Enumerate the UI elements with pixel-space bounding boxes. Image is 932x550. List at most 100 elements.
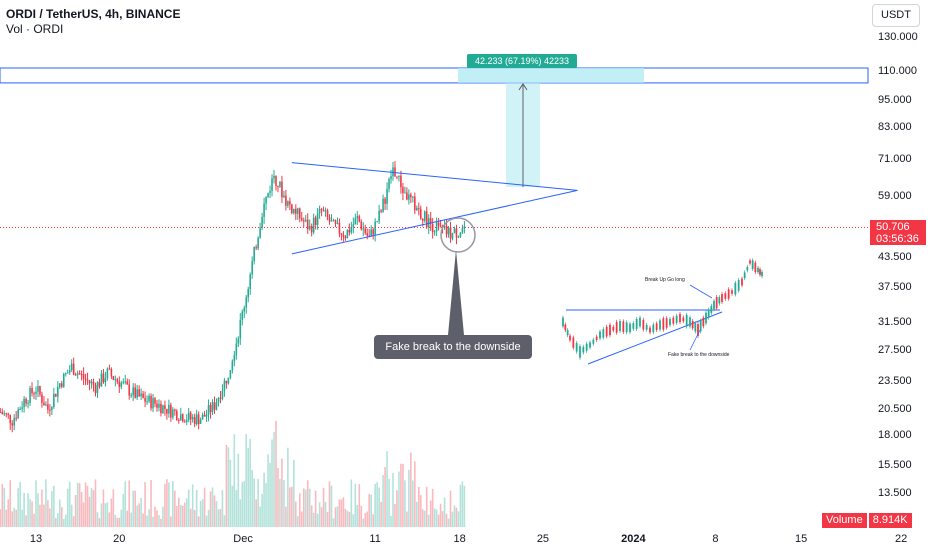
volume-bar [259, 506, 261, 527]
candle-body [368, 235, 370, 237]
volume-bar [417, 486, 420, 527]
candle-body [374, 221, 376, 235]
candle-body [265, 197, 267, 204]
candle-body [297, 208, 299, 214]
inset-candle-body [699, 320, 702, 332]
candle-body [366, 233, 369, 236]
candle-body [197, 414, 200, 424]
volume-bar [114, 514, 117, 527]
candle-body [66, 372, 69, 374]
candle-body [346, 230, 349, 239]
candle-body [72, 363, 75, 375]
currency-button[interactable]: USDT [872, 4, 920, 27]
candle-body [35, 391, 37, 394]
range-highlight [458, 68, 644, 83]
candle-body [158, 403, 160, 408]
inset-candle-body [619, 320, 621, 332]
triangle-upper-line [291, 162, 578, 191]
candle-body [453, 228, 456, 234]
volume-bar [414, 461, 416, 527]
candle-body [295, 208, 297, 214]
volume-bar [59, 499, 61, 527]
inset-candle-body [679, 313, 681, 323]
candle-body [187, 412, 190, 420]
volume-bar [318, 502, 321, 527]
inset-candle-body [731, 290, 733, 294]
inset-candle-body [675, 315, 678, 323]
volume-bar [96, 512, 99, 527]
volume-bar [199, 500, 202, 527]
inset-candle-body [705, 312, 707, 324]
candlesticks [0, 161, 466, 433]
volume-bar [178, 497, 180, 527]
volume-bar [255, 499, 257, 527]
candle-body [382, 198, 384, 212]
candle-body [400, 175, 402, 188]
inset-candle-body [602, 329, 605, 338]
volume-bar [271, 439, 273, 527]
candle-body [362, 228, 365, 230]
inset-candle-body [707, 309, 710, 318]
symbol-title: ORDI / TetherUS, 4h, BINANCE [6, 7, 181, 21]
candle-body [338, 222, 341, 234]
candle-body [191, 417, 194, 420]
candle-body [390, 176, 392, 179]
candle-body [277, 185, 279, 187]
volume-bar [213, 495, 216, 527]
volume-bar [233, 434, 236, 527]
candle-body [64, 373, 67, 375]
inset-note-arrow-2 [689, 329, 701, 351]
candle-body [128, 384, 131, 396]
candle-body [140, 393, 142, 397]
y-tick-label: 37.500 [878, 281, 912, 294]
volume-bar [102, 489, 105, 527]
candle-body [267, 193, 269, 198]
inset-candle-body [585, 343, 588, 351]
inset-note-arrow-1 [689, 284, 713, 299]
candle-body [49, 409, 51, 411]
volume-bar [360, 505, 363, 527]
volume-bar [1, 483, 4, 527]
candle-body [241, 311, 244, 320]
volume-bar [354, 483, 357, 527]
inset-pattern-example [562, 258, 763, 365]
volume-bar [449, 490, 452, 527]
volume-bar [308, 488, 311, 527]
volume-bar [211, 487, 214, 527]
volume-bar [429, 500, 432, 527]
volume-bar [191, 484, 194, 527]
candle-body [84, 378, 87, 380]
candle-body [330, 220, 333, 222]
candle-body [51, 407, 53, 410]
measure-label: 42.233 (67.19%) 42233 [467, 54, 577, 68]
volume-bar [295, 501, 297, 527]
volume-bar [136, 505, 138, 527]
inset-candle-body [694, 323, 697, 332]
candle-body [398, 175, 400, 177]
candle-body [439, 225, 442, 227]
candle-body [98, 382, 101, 387]
candle-body [314, 217, 317, 225]
volume-bar [396, 490, 398, 527]
volume-bar [152, 516, 154, 527]
volume-bar [221, 490, 224, 527]
volume-bar [142, 513, 144, 527]
volume-bar [298, 493, 301, 527]
inset-candle-body [635, 319, 638, 329]
volume-bar [130, 512, 132, 527]
volume-bar [273, 432, 275, 527]
inset-support-line [587, 311, 723, 365]
candle-body [245, 297, 248, 308]
volume-bar [235, 489, 238, 527]
candle-body [324, 210, 327, 212]
candle-body [150, 395, 152, 409]
volume-bar [148, 509, 150, 527]
volume-bar [394, 504, 396, 527]
candle-body [201, 414, 204, 420]
candle-body [417, 208, 420, 210]
candle-body [388, 178, 390, 189]
candle-body [88, 380, 91, 384]
volume-bar [281, 458, 283, 527]
volume-bar [7, 499, 10, 527]
